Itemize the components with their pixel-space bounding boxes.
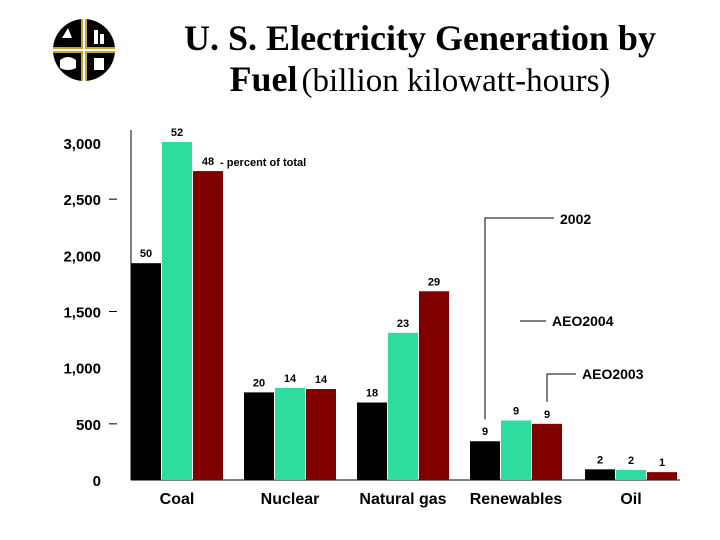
bar-aeo2003-nuclear (306, 389, 336, 480)
percent-annotation: - percent of total (220, 157, 306, 169)
bar-percent-label: 52 (171, 127, 183, 139)
bar-aeo2003-natural-gas (419, 291, 449, 480)
y-tick-label: 1,500 (63, 305, 101, 322)
y-tick-label: 1,000 (63, 361, 101, 378)
bar-aeo2003-coal (193, 171, 223, 481)
legend-label-aeo2003: AEO2003 (582, 366, 644, 382)
x-category-label: Nuclear (261, 491, 320, 508)
bar-aeo2003-oil (647, 472, 677, 480)
bar-percent-label: 9 (513, 405, 519, 417)
leader-line-2002 (484, 217, 554, 420)
title-line-1: U. S. Electricity Generation by (184, 18, 656, 58)
bar-aeo2004-nuclear (275, 387, 305, 480)
bar-percent-label: 23 (397, 318, 409, 330)
bar-percent-label: 20 (253, 377, 265, 389)
x-category-label: Oil (620, 491, 641, 508)
x-category-label: Coal (160, 491, 195, 508)
bar-2002-renewables (470, 441, 500, 480)
bar-percent-label: 14 (284, 373, 297, 385)
bar-2002-natural-gas (357, 402, 387, 480)
bar-2002-nuclear (244, 392, 274, 480)
bar-percent-label: 9 (544, 409, 550, 421)
bar-aeo2004-oil (616, 469, 646, 480)
x-category-label: Natural gas (359, 491, 446, 508)
legend-label-2002: 2002 (560, 211, 591, 227)
bar-percent-label: 18 (366, 387, 378, 399)
bar-percent-label: 50 (140, 248, 152, 260)
bar-2002-coal (131, 263, 161, 480)
bar-percent-label: 2 (628, 455, 634, 467)
bar-aeo2004-coal (162, 141, 192, 481)
chart-title: U. S. Electricity Generation by Fuel (bi… (130, 18, 710, 101)
bar-percent-label: 1 (659, 457, 665, 469)
y-tick-label: 2,500 (63, 192, 101, 209)
bar-aeo2003-renewables (532, 423, 562, 480)
bar-percent-label: 2 (597, 454, 603, 466)
bar-aeo2004-natural-gas (388, 332, 418, 480)
bar-2002-oil (585, 469, 615, 480)
title-fuel-word: Fuel (229, 59, 298, 100)
bar-percent-label: 48 (202, 156, 214, 168)
bar-percent-label: 14 (315, 374, 328, 386)
leader-line-aeo2003 (546, 373, 576, 402)
title-unit: (billion kilowatt-hours) (301, 63, 611, 100)
bar-percent-label: 29 (428, 276, 440, 288)
bar-aeo2004-renewables (501, 420, 531, 480)
y-tick-label: 500 (76, 417, 101, 434)
y-tick-label: 0 (93, 473, 101, 490)
agency-seal-logo-icon (53, 19, 115, 81)
bar-percent-label: 9 (482, 426, 488, 438)
y-tick-label: 2,000 (63, 248, 101, 265)
x-category-label: Renewables (470, 491, 563, 508)
y-tick-label: 3,000 (63, 136, 101, 153)
legend-label-aeo2004: AEO2004 (552, 313, 614, 329)
